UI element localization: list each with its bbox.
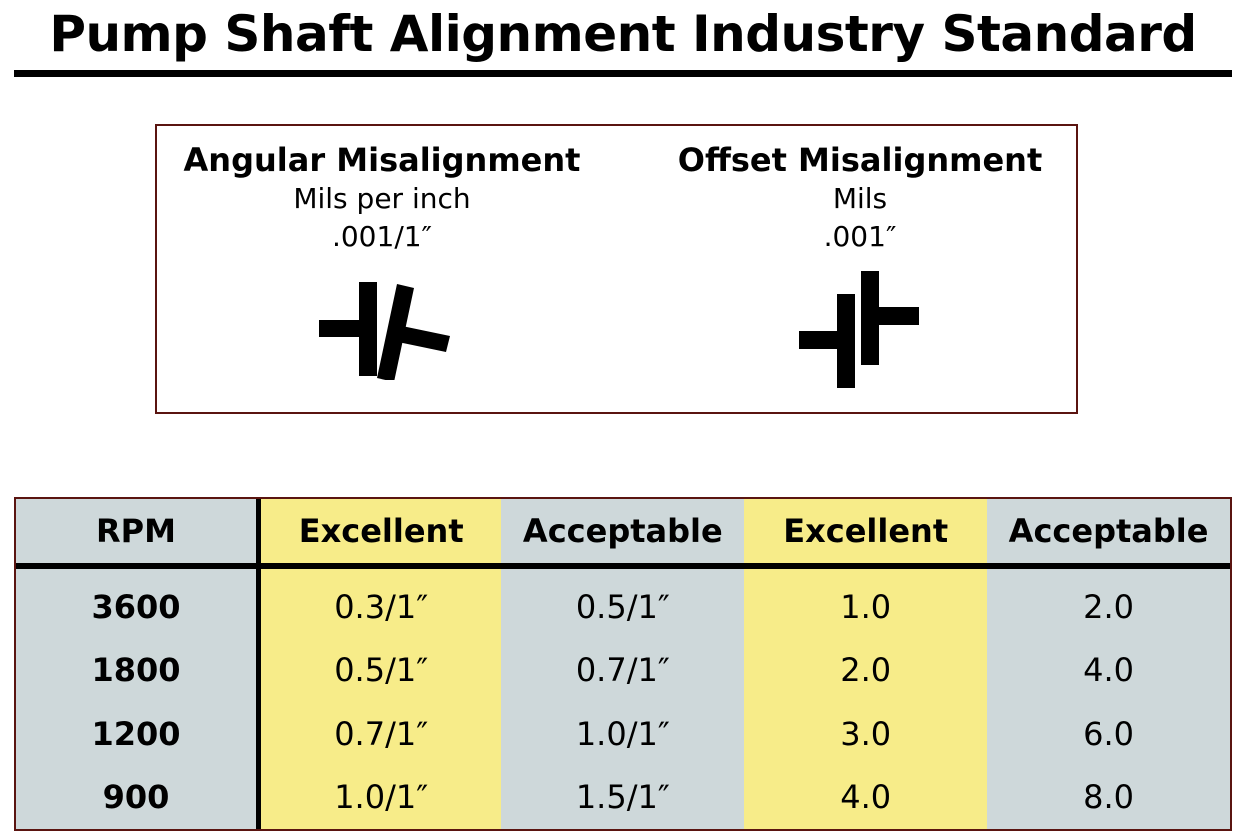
header-angular-excellent: Excellent [258, 499, 502, 569]
offset-misalignment-icon [799, 271, 919, 388]
title-underline [14, 70, 1232, 77]
table-row: 3600 0.3/1″ 0.5/1″ 1.0 2.0 [16, 566, 1230, 639]
offset-excellent-cell: 3.0 [744, 702, 988, 766]
angular-unit: Mils per inch [293, 182, 471, 215]
table-header-row: RPM Excellent Acceptable Excellent Accep… [16, 499, 1230, 569]
angular-acceptable-cell: 0.5/1″ [501, 566, 745, 639]
offset-acceptable-cell: 6.0 [987, 702, 1230, 766]
rpm-cell: 3600 [16, 566, 261, 639]
header-rpm: RPM [16, 499, 261, 569]
angular-legend: Angular Misalignment Mils per inch .001/… [172, 140, 592, 256]
angular-acceptable-cell: 1.5/1″ [501, 765, 745, 829]
offset-unit: Mils [832, 182, 888, 215]
header-offset-excellent: Excellent [744, 499, 988, 569]
angular-excellent-cell: 0.3/1″ [258, 566, 502, 639]
offset-excellent-cell: 2.0 [744, 638, 988, 703]
rpm-cell: 900 [16, 765, 261, 829]
offset-value: .001″ [823, 220, 897, 253]
table-row: 1800 0.5/1″ 0.7/1″ 2.0 4.0 [16, 638, 1230, 703]
alignment-table: RPM Excellent Acceptable Excellent Accep… [16, 499, 1230, 829]
offset-acceptable-cell: 2.0 [987, 566, 1230, 639]
angular-acceptable-cell: 1.0/1″ [501, 702, 745, 766]
offset-legend: Offset Misalignment Mils .001″ [650, 140, 1070, 256]
angular-excellent-cell: 0.5/1″ [258, 638, 502, 703]
angular-value: .001/1″ [331, 220, 433, 253]
page-title: Pump Shaft Alignment Industry Standard [49, 5, 1197, 63]
misalignment-legend: Angular Misalignment Mils per inch .001/… [155, 124, 1078, 414]
angular-acceptable-cell: 0.7/1″ [501, 638, 745, 703]
header-offset-acceptable: Acceptable [987, 499, 1230, 569]
offset-acceptable-cell: 8.0 [987, 765, 1230, 829]
table-row: 900 1.0/1″ 1.5/1″ 4.0 8.0 [16, 765, 1230, 829]
rpm-cell: 1800 [16, 638, 261, 703]
offset-acceptable-cell: 4.0 [987, 638, 1230, 703]
rpm-cell: 1200 [16, 702, 261, 766]
header-angular-acceptable: Acceptable [501, 499, 745, 569]
offset-excellent-cell: 1.0 [744, 566, 988, 639]
angular-misalignment-icon [319, 282, 450, 380]
offset-heading: Offset Misalignment [677, 141, 1043, 179]
angular-excellent-cell: 0.7/1″ [258, 702, 502, 766]
angular-excellent-cell: 1.0/1″ [258, 765, 502, 829]
alignment-standards-table: RPM Excellent Acceptable Excellent Accep… [14, 497, 1232, 831]
angular-heading: Angular Misalignment [183, 141, 581, 179]
offset-excellent-cell: 4.0 [744, 765, 988, 829]
table-row: 1200 0.7/1″ 1.0/1″ 3.0 6.0 [16, 702, 1230, 766]
